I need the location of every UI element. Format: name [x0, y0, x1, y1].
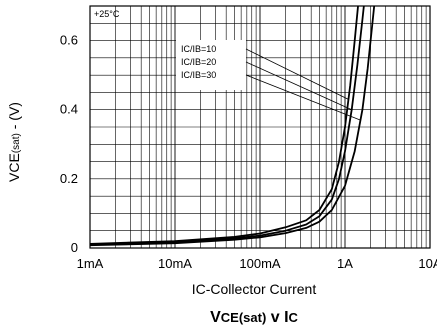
condition-label: +25°C: [94, 9, 120, 19]
x-tick-label: 1A: [337, 256, 353, 271]
curves: [90, 6, 376, 247]
chart-title: VCE(sat) v IC: [210, 309, 298, 326]
legend-leader-line: [245, 74, 361, 121]
x-tick-label: 1mA: [77, 256, 104, 271]
y-tick-label: 0: [71, 240, 78, 255]
series-line-3: [90, 6, 376, 247]
plot-frame: [89, 5, 431, 249]
x-tick-label: 10mA: [158, 256, 192, 271]
legend-box: [176, 40, 246, 90]
legend: IC/IB=10 IC/IB=20 IC/IB=30: [176, 40, 361, 121]
y-tick-labels: 0 0.2 0.4 0.6: [60, 33, 78, 255]
legend-leader-line: [245, 61, 352, 111]
x-tick-labels: 1mA 10mA 100mA 1A 10A: [77, 256, 437, 271]
grid: [90, 6, 430, 248]
y-tick-label: 0.6: [60, 33, 78, 48]
y-tick-label: 0.2: [60, 171, 78, 186]
legend-leader-line: [245, 48, 349, 100]
legend-entry: IC/IB=20: [181, 57, 216, 67]
y-axis-label: VCE(sat) - (V): [6, 102, 22, 182]
x-axis-label: IC-Collector Current: [192, 281, 317, 297]
y-tick-label: 0.4: [60, 102, 78, 117]
series-line-2: [90, 6, 365, 246]
legend-entry: IC/IB=30: [181, 70, 216, 80]
legend-entry: IC/IB=10: [181, 44, 216, 54]
x-tick-label: 100mA: [239, 256, 281, 271]
x-tick-label: 10A: [418, 256, 437, 271]
series-line-1: [90, 6, 359, 245]
